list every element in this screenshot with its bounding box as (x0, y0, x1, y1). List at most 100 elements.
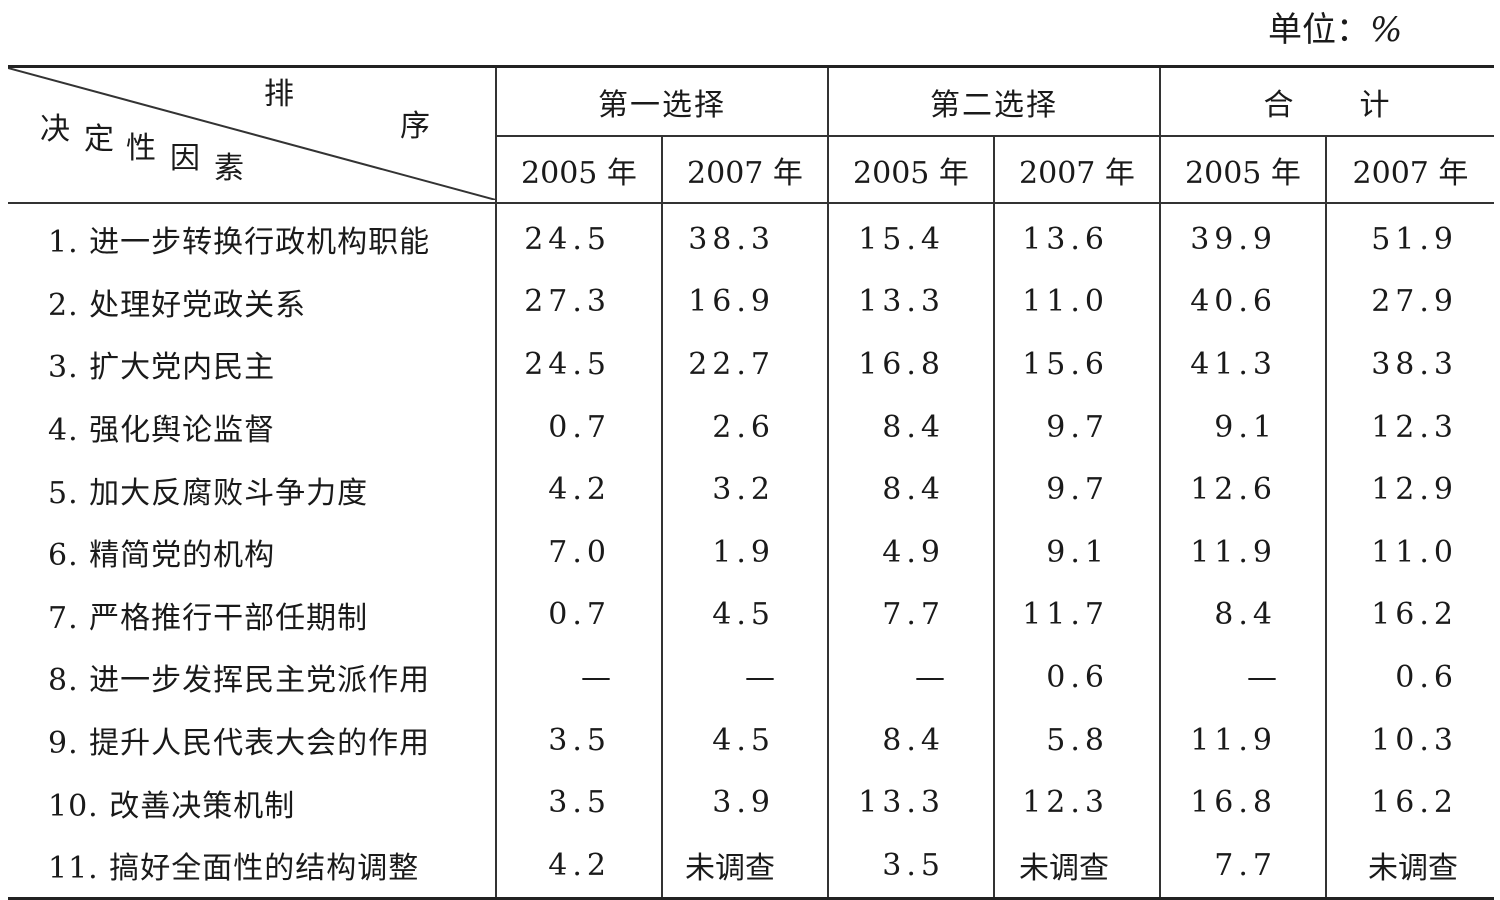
value-cell: 16.8 (827, 333, 994, 396)
value-cell: 4.2 (495, 458, 662, 521)
year-header: 2005 年 (827, 136, 994, 204)
value-cell: 8.4 (827, 458, 994, 521)
group-header-second-choice: 第二选择 (827, 66, 1160, 137)
value-cell: 12.9 (1325, 458, 1494, 521)
corner-header-cell: 排 序 决 定 性 因 素 (8, 66, 496, 204)
table-row: 11. 搞好全面性的结构调整 4.2 未调查 3.5 未调查 7.7 未调查 (8, 833, 1494, 899)
data-table: 排 序 决 定 性 因 素 第一选择 第二选择 合 计 2005 年 2007 … (8, 65, 1494, 900)
group-header-first-choice: 第一选择 (495, 66, 828, 137)
value-cell: 3.5 (495, 771, 662, 834)
value-cell: 7.0 (495, 520, 662, 584)
factor-label: 3. 扩大党内民主 (48, 350, 276, 386)
factor-label: 4. 强化舆论监督 (48, 413, 276, 449)
value-cell: 2.6 (661, 395, 828, 459)
value-cell: 7.7 (827, 583, 994, 647)
group-header-total: 合 计 (1159, 66, 1494, 137)
table-row: 9. 提升人民代表大会的作用 3.5 4.5 8.4 5.8 11.9 10.3 (8, 708, 1494, 772)
value-cell: 16.9 (661, 270, 828, 334)
value-cell: 0.6 (993, 646, 1160, 709)
table-row: 7. 严格推行干部任期制 0.7 4.5 7.7 11.7 8.4 16.2 (8, 583, 1494, 647)
corner-factor-char: 性 (126, 131, 156, 166)
table-body: 1. 进一步转换行政机构职能 24.5 38.3 15.4 13.6 39.9 51.9 2.… (8, 203, 1494, 899)
year-header: 2005 年 (1159, 136, 1326, 204)
value-cell: 39.9 (1159, 203, 1326, 271)
value-cell: 11.9 (1159, 520, 1326, 584)
value-cell: 11.9 (1159, 708, 1326, 772)
value-cell: 40.6 (1159, 270, 1326, 334)
value-cell: 12.3 (1325, 395, 1494, 459)
table-row: 10. 改善决策机制 3.5 3.9 13.3 12.3 16.8 16.2 (8, 771, 1494, 834)
value-cell: 9.7 (993, 458, 1160, 521)
value-cell: 4.2 (495, 833, 662, 899)
value-cell: 38.3 (661, 203, 828, 271)
corner-factor-char: 定 (84, 122, 114, 157)
value-cell: 未调查 (1325, 833, 1494, 899)
value-cell: 11.0 (993, 270, 1160, 334)
table-row: 5. 加大反腐败斗争力度 4.2 3.2 8.4 9.7 12.6 12.9 (8, 458, 1494, 521)
value-cell: 5.8 (993, 708, 1160, 772)
value-cell: 24.5 (495, 333, 662, 396)
value-cell: 41.3 (1159, 333, 1326, 396)
factor-label: 1. 进一步转换行政机构职能 (48, 225, 431, 261)
value-cell: 10.3 (1325, 708, 1494, 772)
value-cell: 16.2 (1325, 583, 1494, 647)
factor-label: 8. 进一步发挥民主党派作用 (48, 663, 431, 699)
value-cell: — (495, 646, 662, 709)
value-cell: — (827, 646, 994, 709)
value-cell: 4.5 (661, 708, 828, 772)
value-cell: 16.2 (1325, 771, 1494, 834)
table-row: 6. 精简党的机构 7.0 1.9 4.9 9.1 11.9 11.0 (8, 520, 1494, 584)
value-cell: 9.1 (1159, 395, 1326, 459)
value-cell: 4.5 (661, 583, 828, 647)
diagonal-divider (8, 68, 496, 200)
year-header: 2005 年 (495, 136, 662, 204)
value-cell: 11.0 (1325, 520, 1494, 584)
value-cell: 15.6 (993, 333, 1160, 396)
value-cell: 27.3 (495, 270, 662, 334)
corner-factor-char: 素 (214, 151, 244, 186)
value-cell: 3.9 (661, 771, 828, 834)
factor-label: 9. 提升人民代表大会的作用 (48, 726, 431, 762)
value-cell: 8.4 (827, 708, 994, 772)
value-cell: 3.5 (495, 708, 662, 772)
factor-label: 11. 搞好全面性的结构调整 (48, 851, 420, 887)
value-cell: 0.7 (495, 583, 662, 647)
value-cell: 未调查 (993, 833, 1160, 899)
value-cell: 9.1 (993, 520, 1160, 584)
value-cell: 9.7 (993, 395, 1160, 459)
table-header: 排 序 决 定 性 因 素 第一选择 第二选择 合 计 2005 年 2007 … (8, 66, 1494, 204)
value-cell: 13.6 (993, 203, 1160, 271)
value-cell: 0.7 (495, 395, 662, 459)
value-cell: 1.9 (661, 520, 828, 584)
year-header: 2007 年 (661, 136, 828, 204)
corner-rank-char-2: 序 (400, 109, 430, 144)
table-row: 8. 进一步发挥民主党派作用 — — —0.6—0.6 (8, 646, 1494, 709)
value-cell: 0.6 (1325, 646, 1494, 709)
year-header: 2007 年 (1325, 136, 1494, 204)
value-cell: 16.8 (1159, 771, 1326, 834)
corner-rank-char-1: 排 (264, 77, 294, 112)
value-cell: 4.9 (827, 520, 994, 584)
factor-label: 6. 精简党的机构 (48, 538, 276, 574)
value-cell: 11.7 (993, 583, 1160, 647)
data-table-container: 排 序 决 定 性 因 素 第一选择 第二选择 合 计 2005 年 2007 … (8, 65, 1494, 900)
value-cell: 未调查 (661, 833, 828, 899)
value-cell: 15.4 (827, 203, 994, 271)
value-cell: 3.5 (827, 833, 994, 899)
table-row: 4. 强化舆论监督 0.7 2.6 8.4 9.7 9.1 12.3 (8, 395, 1494, 459)
value-cell: 8.4 (827, 395, 994, 459)
value-cell: 3.2 (661, 458, 828, 521)
unit-symbol: % (1370, 10, 1403, 50)
year-header: 2007 年 (993, 136, 1160, 204)
factor-label: 7. 严格推行干部任期制 (48, 600, 369, 636)
factor-label: 2. 处理好党政关系 (48, 287, 307, 323)
value-cell: 13.3 (827, 270, 994, 334)
unit-caption: 单位：% (1268, 8, 1402, 52)
unit-label: 单位： (1268, 10, 1370, 50)
factor-label: 10. 改善决策机制 (48, 788, 296, 824)
table-row: 3. 扩大党内民主 24.5 22.7 16.8 15.6 41.3 38.3 (8, 333, 1494, 396)
factor-label: 5. 加大反腐败斗争力度 (48, 475, 369, 511)
table-row: 1. 进一步转换行政机构职能 24.5 38.3 15.4 13.6 39.9 51.9 (8, 203, 1494, 271)
value-cell: 12.6 (1159, 458, 1326, 521)
corner-factor-char: 决 (40, 112, 70, 147)
